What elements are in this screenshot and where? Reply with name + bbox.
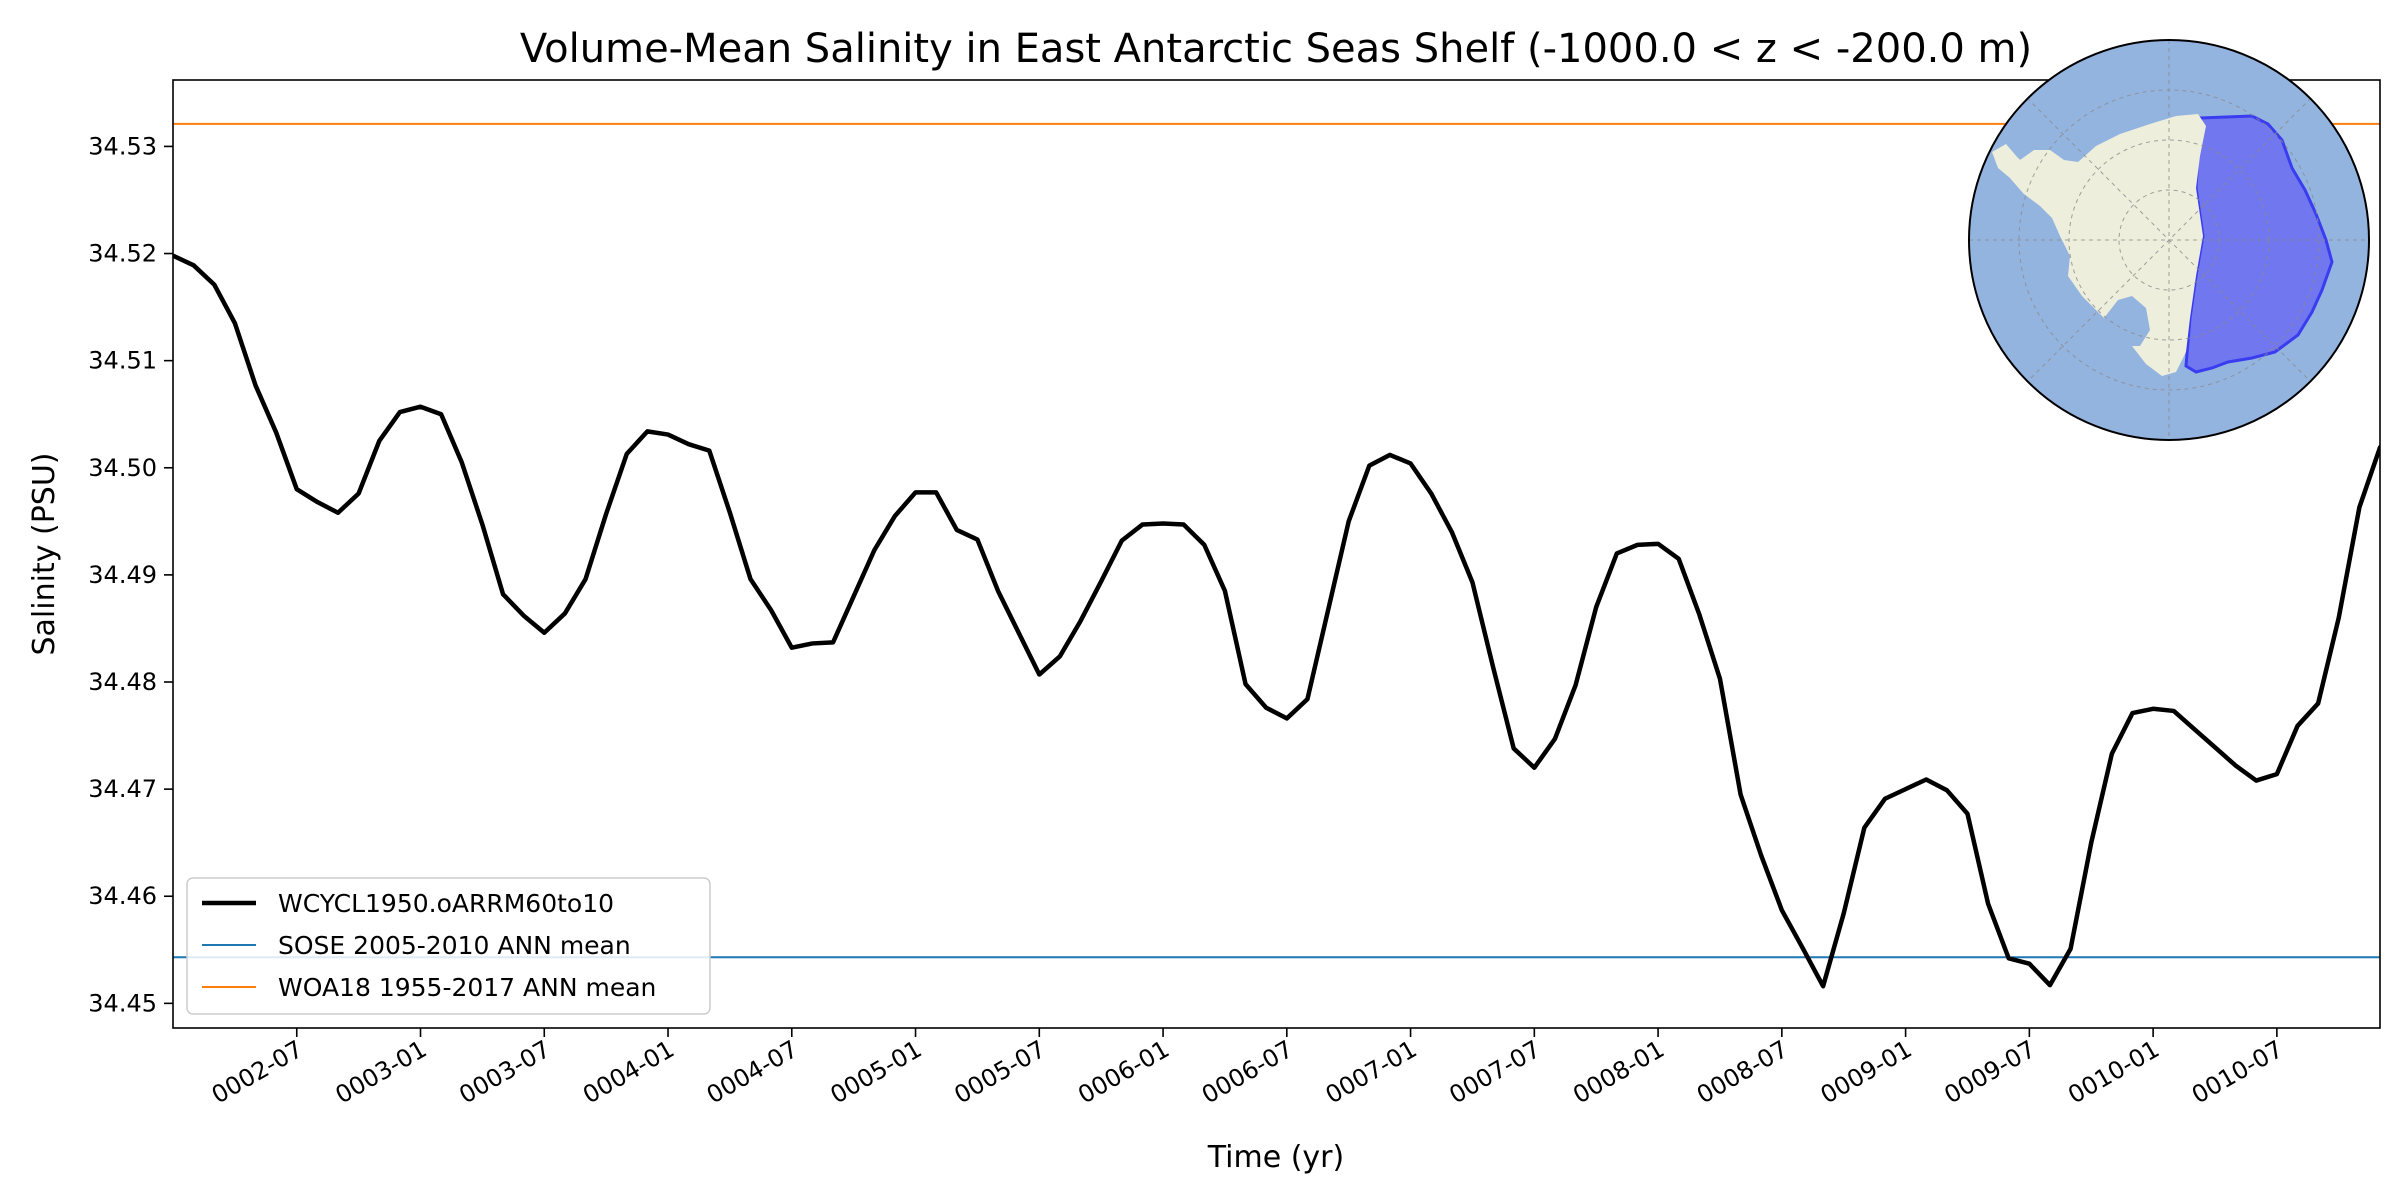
y-tick-label: 34.50 (88, 454, 157, 482)
y-tick-label: 34.46 (88, 882, 157, 910)
legend-label-model: WCYCL1950.oARRM60to10 (278, 889, 614, 918)
y-tick-label: 34.45 (88, 989, 157, 1017)
legend-label-woa18: WOA18 1955-2017 ANN mean (278, 973, 656, 1002)
y-axis-label: Salinity (PSU) (27, 453, 62, 656)
y-tick-label: 34.48 (88, 668, 157, 696)
y-tick-label: 34.51 (88, 347, 157, 375)
y-tick-label: 34.47 (88, 775, 157, 803)
antarctic-peninsula (1992, 144, 2040, 194)
legend-box (186, 877, 711, 1015)
y-tick-label: 34.52 (88, 240, 157, 268)
map-gridlines (1969, 40, 2369, 440)
y-axis-ticks: 34.45 34.46 34.47 34.48 34.49 34.50 34.51 34.52… (88, 132, 173, 1017)
map-border (1968, 39, 2370, 441)
inset-map (1968, 39, 2370, 441)
y-tick-label: 34.53 (88, 132, 157, 160)
chart-title: Volume-Mean Salinity in East Antarctic S… (520, 26, 2032, 72)
antarctica-landmass (2010, 114, 2206, 376)
legend-label-sose: SOSE 2005-2010 ANN mean (278, 931, 631, 960)
x-axis-label: Time (yr) (1207, 1140, 1344, 1175)
series-line-model (173, 253, 2380, 989)
ross-sea-notch (2104, 296, 2150, 346)
y-tick-label: 34.49 (88, 561, 157, 589)
plot-frame (172, 79, 2381, 1029)
legend: WCYCL1950.oARRM60to10 SOSE 2005-2010 ANN… (186, 877, 711, 1015)
